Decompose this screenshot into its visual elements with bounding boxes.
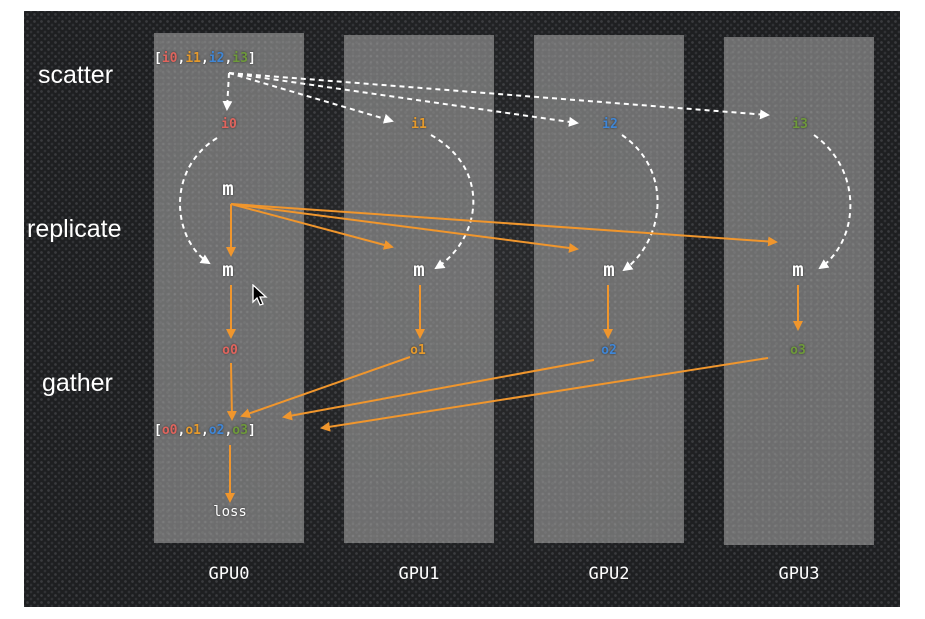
input-list-sep: , bbox=[200, 51, 209, 66]
output-2: o2 bbox=[601, 343, 617, 358]
output-list-item-1: o1 bbox=[185, 423, 201, 438]
replicate-arrow-2 bbox=[230, 203, 579, 253]
input-list-sep: , bbox=[224, 51, 233, 66]
input-list-item-2: i2 bbox=[208, 51, 225, 66]
mouse-cursor-icon bbox=[252, 284, 268, 306]
diagram-slide: scatter replicate gather bbox=[24, 11, 900, 607]
replicate-arrow-1 bbox=[230, 203, 394, 250]
output-list-sep: , bbox=[200, 423, 209, 438]
model-source: m bbox=[222, 178, 234, 200]
input-to-replica-curve-3 bbox=[813, 134, 852, 270]
output-list: [o0,o1,o2,o3] bbox=[154, 423, 256, 438]
gather-arrow-1 bbox=[240, 356, 411, 419]
output-list-close-bracket: ] bbox=[247, 423, 256, 438]
gpu3-label: GPU3 bbox=[778, 564, 820, 584]
input-to-replica-curve-1 bbox=[430, 134, 475, 270]
scatter-arrow-3 bbox=[228, 72, 770, 120]
output-list-item-0: o0 bbox=[161, 423, 178, 438]
scatter-arrow-1 bbox=[228, 72, 394, 124]
output-list-item-2: o2 bbox=[208, 423, 225, 438]
scattered-input-1: i1 bbox=[411, 117, 427, 132]
input-list-close-bracket: ] bbox=[247, 51, 256, 66]
output-list-item-3: o3 bbox=[232, 423, 248, 438]
model-replica-1: m bbox=[413, 259, 425, 281]
output-list-open-bracket: [ bbox=[154, 423, 162, 438]
input-list-item-0: i0 bbox=[161, 51, 178, 66]
gather-label: gather bbox=[42, 369, 113, 397]
scatter-arrow-2 bbox=[228, 72, 579, 127]
scattered-input-2: i2 bbox=[602, 117, 618, 132]
gpu0-label: GPU0 bbox=[208, 564, 250, 584]
replicate-arrow-3 bbox=[230, 203, 778, 247]
gpu3-column bbox=[724, 37, 874, 545]
input-list-open-bracket: [ bbox=[154, 51, 162, 66]
model-replica-3: m bbox=[792, 259, 804, 281]
output-list-sep: , bbox=[224, 423, 233, 438]
replicate-label: replicate bbox=[27, 215, 122, 243]
input-list-item-3: i3 bbox=[232, 51, 248, 66]
output-3: o3 bbox=[790, 343, 806, 358]
gather-arrow-3 bbox=[320, 357, 769, 432]
gpu1-column bbox=[344, 35, 494, 543]
model-replica-0: m bbox=[222, 259, 234, 281]
loss-node: loss bbox=[213, 504, 247, 520]
output-list-sep: , bbox=[177, 423, 186, 438]
input-to-replica-curve-0 bbox=[179, 137, 218, 265]
gather-arrow-2 bbox=[282, 359, 595, 421]
input-list: [i0,i1,i2,i3] bbox=[154, 51, 256, 66]
input-list-sep: , bbox=[177, 51, 186, 66]
scatter-label: scatter bbox=[38, 61, 114, 89]
scatter-arrow-0 bbox=[222, 72, 233, 111]
input-list-item-1: i1 bbox=[185, 51, 201, 66]
gpu0-column bbox=[154, 33, 304, 543]
scattered-input-0: i0 bbox=[221, 117, 237, 132]
gpu1-label: GPU1 bbox=[398, 564, 440, 584]
input-to-replica-curve-2 bbox=[621, 134, 659, 272]
arrows-layer bbox=[179, 72, 852, 503]
scattered-input-3: i3 bbox=[792, 117, 808, 132]
gather-arrow-0 bbox=[226, 362, 237, 421]
output-1: o1 bbox=[410, 343, 426, 358]
output-0: o0 bbox=[222, 343, 238, 358]
model-replica-2: m bbox=[603, 259, 615, 281]
gpu2-label: GPU2 bbox=[588, 564, 630, 584]
